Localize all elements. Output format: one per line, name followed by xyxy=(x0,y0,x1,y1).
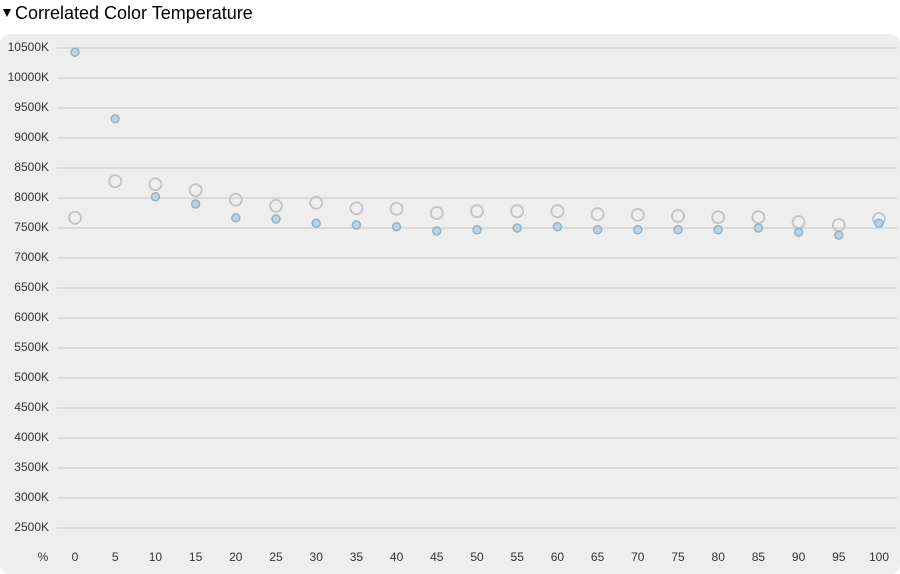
y-tick-label: 6000K xyxy=(14,310,49,324)
chart-title[interactable]: Correlated Color Temperature xyxy=(15,3,253,23)
data-point xyxy=(228,192,243,207)
data-point xyxy=(673,225,683,235)
x-tick-label: 45 xyxy=(430,550,444,564)
y-tick-label: 9000K xyxy=(14,130,49,144)
y-tick-label: 9500K xyxy=(14,100,49,114)
x-axis-label: % xyxy=(38,550,49,564)
x-tick-label: 15 xyxy=(189,550,203,564)
data-point xyxy=(590,207,605,222)
y-tick-label: 10500K xyxy=(8,40,49,54)
x-tick-label: 50 xyxy=(470,550,484,564)
data-point xyxy=(753,223,764,233)
data-point xyxy=(550,204,565,219)
data-point xyxy=(108,174,123,189)
x-tick-label: 25 xyxy=(269,550,283,564)
x-tick-label: 100 xyxy=(869,550,889,564)
x-tick-label: 30 xyxy=(310,550,324,564)
x-tick-label: 5 xyxy=(112,550,119,564)
data-point xyxy=(349,201,364,216)
data-point xyxy=(552,222,563,232)
data-point xyxy=(110,114,120,124)
data-point xyxy=(633,225,643,235)
x-tick-label: 10 xyxy=(149,550,163,564)
data-point xyxy=(510,204,525,219)
data-point xyxy=(70,47,80,57)
data-point xyxy=(389,201,404,216)
y-tick-label: 2500K xyxy=(14,520,49,534)
data-point xyxy=(874,218,884,228)
data-point xyxy=(188,183,203,198)
x-tick-label: 70 xyxy=(631,550,645,564)
data-point xyxy=(429,206,444,220)
x-tick-label: 80 xyxy=(712,550,726,564)
data-point xyxy=(148,177,163,192)
collapse-arrow[interactable] xyxy=(3,9,11,17)
data-point xyxy=(793,227,804,237)
x-tick-label: 85 xyxy=(752,550,766,564)
y-tick-label: 4500K xyxy=(14,400,49,414)
data-point xyxy=(713,225,723,235)
x-tick-label: 35 xyxy=(350,550,364,564)
data-point xyxy=(711,210,726,225)
data-point xyxy=(391,222,402,232)
section-header[interactable]: Correlated Color Temperature xyxy=(3,3,253,23)
data-point xyxy=(190,199,201,209)
y-tick-label: 3500K xyxy=(14,460,49,474)
x-tick-label: 95 xyxy=(832,550,846,564)
plot-panel xyxy=(0,34,900,574)
data-point xyxy=(432,226,442,236)
data-point xyxy=(309,195,324,210)
x-tick-label: 90 xyxy=(792,550,806,564)
y-tick-label: 8500K xyxy=(14,160,49,174)
y-tick-label: 5000K xyxy=(14,370,49,384)
data-point xyxy=(671,209,685,223)
data-point xyxy=(68,210,82,225)
x-tick-label: 65 xyxy=(591,550,605,564)
data-point xyxy=(472,225,482,235)
data-point xyxy=(470,204,484,219)
data-point xyxy=(150,192,161,202)
data-point xyxy=(512,223,522,233)
x-tick-label: 20 xyxy=(229,550,243,564)
data-point xyxy=(269,198,283,213)
y-tick-label: 7000K xyxy=(14,250,49,264)
data-point xyxy=(592,225,603,235)
data-point xyxy=(834,230,844,240)
data-point xyxy=(231,213,241,223)
data-point xyxy=(311,218,321,228)
y-tick-label: 7500K xyxy=(14,220,49,234)
y-tick-label: 5500K xyxy=(14,340,49,354)
data-point xyxy=(630,207,645,222)
y-tick-label: 4000K xyxy=(14,430,49,444)
data-point xyxy=(271,214,281,224)
y-tick-label: 8000K xyxy=(14,190,49,204)
data-point xyxy=(351,220,362,230)
x-tick-label: 0 xyxy=(72,550,79,564)
x-tick-label: 60 xyxy=(551,550,565,564)
data-point xyxy=(751,210,766,225)
y-tick-label: 10000K xyxy=(8,70,49,84)
x-tick-label: 40 xyxy=(390,550,404,564)
y-tick-label: 3000K xyxy=(14,490,49,504)
y-tick-label: 6500K xyxy=(14,280,49,294)
x-tick-label: 55 xyxy=(511,550,525,564)
x-tick-label: 75 xyxy=(671,550,685,564)
